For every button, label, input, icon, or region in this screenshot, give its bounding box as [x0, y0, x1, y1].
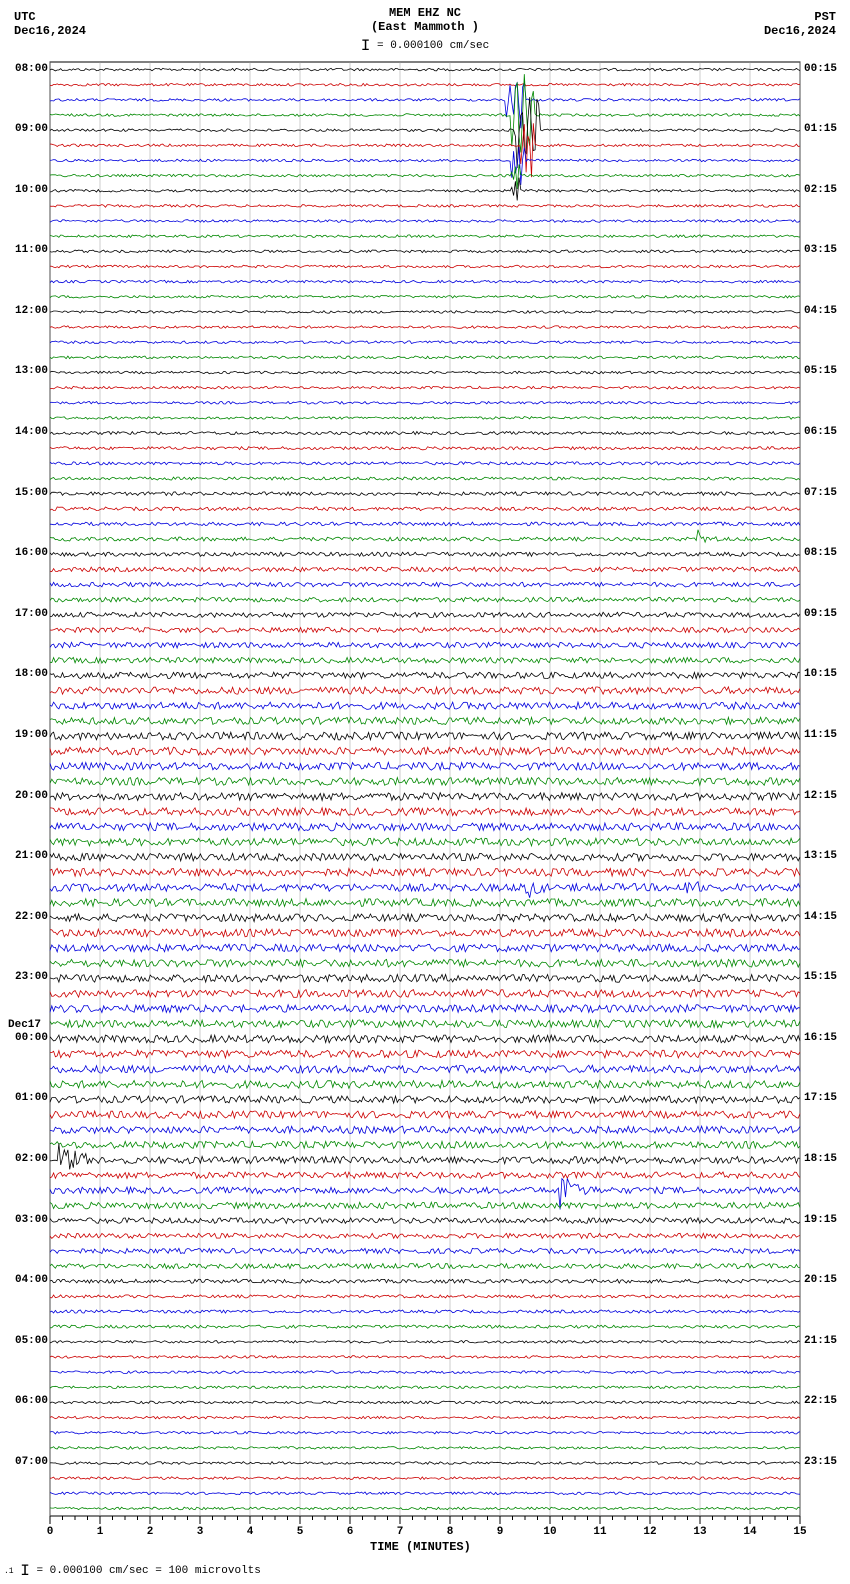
right-time-label: 21:15	[804, 1335, 837, 1347]
x-tick-label: 4	[242, 1526, 258, 1538]
right-time-label: 15:15	[804, 971, 837, 983]
left-time-label: 05:00	[4, 1335, 48, 1347]
right-time-label: 22:15	[804, 1395, 837, 1407]
left-time-label: 22:00	[4, 911, 48, 923]
right-time-label: 17:15	[804, 1092, 837, 1104]
right-time-label: 18:15	[804, 1153, 837, 1165]
left-time-label: 20:00	[4, 790, 48, 802]
x-tick-label: 14	[742, 1526, 758, 1538]
x-axis-title: TIME (MINUTES)	[370, 1540, 471, 1554]
left-time-label: 02:00	[4, 1153, 48, 1165]
left-time-label: 08:00	[4, 63, 48, 75]
left-time-label: 11:00	[4, 244, 48, 256]
left-time-label: 21:00	[4, 850, 48, 862]
left-time-label: 06:00	[4, 1395, 48, 1407]
x-tick-label: 5	[292, 1526, 308, 1538]
right-time-label: 07:15	[804, 487, 837, 499]
right-time-label: 14:15	[804, 911, 837, 923]
right-time-label: 03:15	[804, 244, 837, 256]
left-time-label: 13:00	[4, 365, 48, 377]
left-time-label: 00:00	[4, 1032, 48, 1044]
seismogram-plot	[0, 0, 850, 1584]
left-time-label: 18:00	[4, 668, 48, 680]
left-time-label: 03:00	[4, 1214, 48, 1226]
left-time-label: 17:00	[4, 608, 48, 620]
left-time-label: 15:00	[4, 487, 48, 499]
right-time-label: 20:15	[804, 1274, 837, 1286]
x-tick-label: 6	[342, 1526, 358, 1538]
x-tick-label: 10	[542, 1526, 558, 1538]
x-tick-label: 0	[42, 1526, 58, 1538]
right-time-label: 08:15	[804, 547, 837, 559]
right-time-label: 19:15	[804, 1214, 837, 1226]
left-time-label: 09:00	[4, 123, 48, 135]
right-time-label: 00:15	[804, 63, 837, 75]
x-tick-label: 8	[442, 1526, 458, 1538]
left-date-marker: Dec17	[8, 1019, 41, 1031]
right-time-label: 16:15	[804, 1032, 837, 1044]
x-tick-label: 7	[392, 1526, 408, 1538]
right-time-label: 05:15	[804, 365, 837, 377]
right-time-label: 02:15	[804, 184, 837, 196]
footer-scale: .1 I = 0.000100 cm/sec = 100 microvolts	[4, 1562, 261, 1580]
right-time-label: 09:15	[804, 608, 837, 620]
left-time-label: 07:00	[4, 1456, 48, 1468]
left-time-label: 23:00	[4, 971, 48, 983]
left-time-label: 12:00	[4, 305, 48, 317]
x-tick-label: 15	[792, 1526, 808, 1538]
right-time-label: 11:15	[804, 729, 837, 741]
x-tick-label: 3	[192, 1526, 208, 1538]
x-tick-label: 1	[92, 1526, 108, 1538]
left-time-label: 14:00	[4, 426, 48, 438]
left-time-label: 16:00	[4, 547, 48, 559]
left-time-label: 10:00	[4, 184, 48, 196]
left-time-label: 19:00	[4, 729, 48, 741]
x-tick-label: 9	[492, 1526, 508, 1538]
x-tick-label: 13	[692, 1526, 708, 1538]
x-tick-label: 2	[142, 1526, 158, 1538]
right-time-label: 01:15	[804, 123, 837, 135]
x-tick-label: 11	[592, 1526, 608, 1538]
right-time-label: 10:15	[804, 668, 837, 680]
right-time-label: 12:15	[804, 790, 837, 802]
left-time-label: 01:00	[4, 1092, 48, 1104]
right-time-label: 06:15	[804, 426, 837, 438]
left-time-label: 04:00	[4, 1274, 48, 1286]
right-time-label: 23:15	[804, 1456, 837, 1468]
right-time-label: 13:15	[804, 850, 837, 862]
right-time-label: 04:15	[804, 305, 837, 317]
x-tick-label: 12	[642, 1526, 658, 1538]
